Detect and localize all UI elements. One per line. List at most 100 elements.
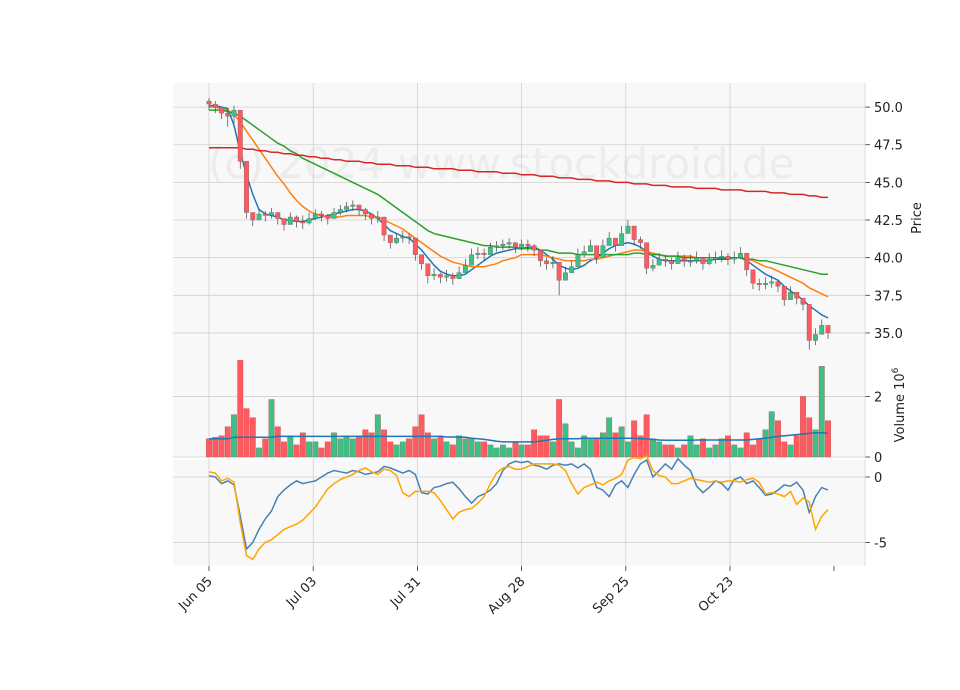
candle-body: [556, 262, 562, 281]
candle-body: [331, 212, 337, 219]
candle-body: [206, 100, 212, 105]
candle-body: [306, 218, 312, 224]
candle-body: [594, 245, 600, 258]
volume-bar: [499, 444, 506, 458]
candle-body: [350, 204, 356, 207]
candle-body: [212, 103, 218, 108]
volume-bar: [718, 438, 725, 458]
candle-body: [275, 212, 281, 219]
macd-panel: [173, 460, 865, 566]
volume-bar: [812, 429, 819, 458]
volume-bar: [706, 447, 713, 458]
volume-bar: [381, 429, 387, 458]
candle-body: [725, 255, 731, 260]
price-tick-label: 42.5: [874, 214, 903, 229]
candle-body: [500, 243, 506, 246]
volume-bar: [312, 441, 319, 458]
volume-bar: [762, 429, 769, 458]
volume-bar: [818, 365, 825, 458]
candle-body: [237, 109, 243, 162]
macd-tick-label: 0: [874, 471, 882, 486]
x-tick-label: Oct 23: [696, 574, 737, 615]
volume-bar: [725, 435, 731, 458]
volume-bar: [681, 444, 688, 458]
volume-bar: [787, 444, 794, 458]
candle-body: [250, 212, 256, 221]
volume-bar: [393, 444, 400, 458]
volume-bar: [343, 435, 350, 458]
volume-bar: [800, 396, 806, 458]
volume-bar: [487, 444, 494, 458]
candle-body: [781, 286, 787, 300]
volume-bar: [737, 447, 744, 458]
candle-body: [744, 252, 750, 270]
volume-bar: [306, 441, 312, 458]
candle-body: [487, 246, 493, 255]
candle-body: [262, 213, 268, 216]
volume-bar: [700, 438, 706, 458]
candle-body: [750, 269, 756, 284]
price-tick-label: 40.0: [874, 252, 903, 267]
x-tick-label: Jul 03: [283, 574, 320, 611]
volume-bar: [474, 441, 481, 458]
volume-bar: [243, 408, 250, 458]
volume-bar: [324, 441, 331, 458]
candle-body: [231, 109, 237, 117]
volume-bar: [318, 447, 325, 458]
candle-body: [631, 225, 637, 240]
macd-line: [208, 457, 829, 551]
price-tick-label: 50.0: [874, 101, 903, 116]
candle-body: [550, 262, 556, 264]
volume-bar: [543, 435, 550, 458]
x-tick-label: Sep 25: [590, 574, 633, 617]
moving-average-line: [209, 146, 828, 199]
volume-bar: [524, 444, 531, 458]
volume-bar: [399, 441, 406, 458]
candle-body: [400, 236, 406, 239]
price-tick-label: 47.5: [874, 139, 903, 154]
candle-body: [663, 259, 668, 261]
volume-bar: [431, 438, 437, 458]
candle-body: [769, 281, 775, 284]
volume-bar: [293, 444, 300, 458]
volume-bar: [781, 441, 788, 458]
volume-bar: [643, 414, 650, 458]
price-plot: [206, 98, 831, 350]
macd-tick-label: -5: [874, 536, 887, 551]
candle-body: [512, 242, 518, 248]
candle-body: [425, 263, 431, 276]
volume-bar: [256, 447, 262, 458]
x-tick-label: Aug 28: [485, 574, 528, 617]
candle-body: [819, 325, 825, 335]
volume-bar: [237, 359, 244, 458]
volume-bar: [743, 432, 750, 458]
candle-body: [756, 283, 762, 285]
candle-body: [644, 242, 650, 269]
candle-body: [244, 161, 249, 213]
price-tick-label: 35.0: [874, 327, 903, 342]
volume-bar: [618, 426, 625, 458]
candle-body: [656, 259, 662, 266]
volume-bar: [412, 426, 419, 458]
volume-bar: [768, 411, 775, 458]
volume-bar: [612, 432, 619, 458]
volume-bar: [449, 444, 456, 458]
volume-bar: [668, 444, 675, 458]
price-tick-label: 37.5: [874, 289, 903, 304]
volume-bar: [231, 414, 237, 458]
candle-body: [450, 275, 456, 279]
volume-bar: [506, 447, 513, 458]
volume-bar: [206, 438, 212, 458]
candle-body: [256, 213, 262, 221]
candle-body: [669, 260, 675, 264]
candle-body: [688, 260, 693, 263]
volume-bar: [650, 438, 656, 458]
candle-body: [625, 225, 631, 234]
candle-body: [362, 209, 368, 215]
candle-body: [675, 257, 681, 264]
volume-bar: [731, 444, 738, 458]
candle-body: [813, 334, 818, 341]
candle-body: [506, 242, 512, 245]
volume-bar: [693, 444, 700, 458]
